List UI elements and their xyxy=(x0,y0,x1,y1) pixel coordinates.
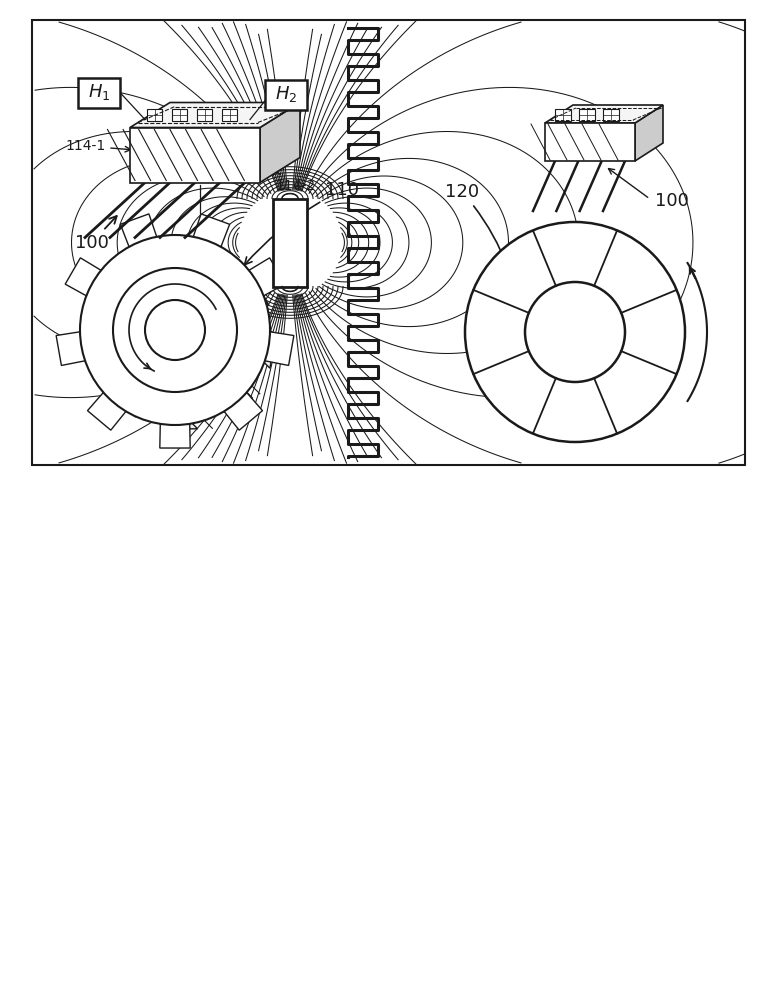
Polygon shape xyxy=(131,240,166,258)
Text: 100: 100 xyxy=(655,192,689,210)
Polygon shape xyxy=(89,272,112,305)
Polygon shape xyxy=(246,258,285,297)
Text: 114-1: 114-1 xyxy=(65,139,131,153)
Bar xyxy=(172,109,187,121)
Polygon shape xyxy=(106,390,136,417)
Bar xyxy=(579,109,594,121)
Text: 102: 102 xyxy=(183,253,217,271)
Text: 100: 100 xyxy=(75,216,117,251)
Text: 120: 120 xyxy=(445,183,508,267)
Polygon shape xyxy=(222,390,253,417)
Polygon shape xyxy=(130,127,260,182)
Bar xyxy=(603,109,618,121)
Text: $H_1$: $H_1$ xyxy=(88,83,110,103)
Circle shape xyxy=(145,300,205,360)
Polygon shape xyxy=(130,103,300,127)
Bar xyxy=(222,109,237,121)
Polygon shape xyxy=(120,214,158,250)
Circle shape xyxy=(465,222,685,442)
Bar xyxy=(147,109,162,121)
Polygon shape xyxy=(160,421,190,448)
Bar xyxy=(265,80,307,109)
Polygon shape xyxy=(262,331,275,368)
Polygon shape xyxy=(545,123,635,161)
Polygon shape xyxy=(88,390,128,430)
Polygon shape xyxy=(262,331,294,365)
Polygon shape xyxy=(83,331,96,368)
Text: $H_2$: $H_2$ xyxy=(275,85,297,104)
Text: 114-2: 114-2 xyxy=(268,166,315,193)
Polygon shape xyxy=(56,331,88,365)
Text: 110: 110 xyxy=(245,181,359,265)
Polygon shape xyxy=(545,105,663,123)
Polygon shape xyxy=(635,105,663,161)
Bar xyxy=(555,109,570,121)
Polygon shape xyxy=(65,258,103,297)
Polygon shape xyxy=(192,240,228,258)
Bar xyxy=(197,109,212,121)
Circle shape xyxy=(80,235,270,425)
Polygon shape xyxy=(192,214,230,250)
Polygon shape xyxy=(222,390,263,430)
Circle shape xyxy=(113,268,237,392)
Bar xyxy=(78,78,120,107)
Polygon shape xyxy=(160,421,197,429)
Polygon shape xyxy=(260,103,300,182)
Polygon shape xyxy=(246,272,269,305)
Circle shape xyxy=(525,282,625,382)
Bar xyxy=(273,198,307,286)
